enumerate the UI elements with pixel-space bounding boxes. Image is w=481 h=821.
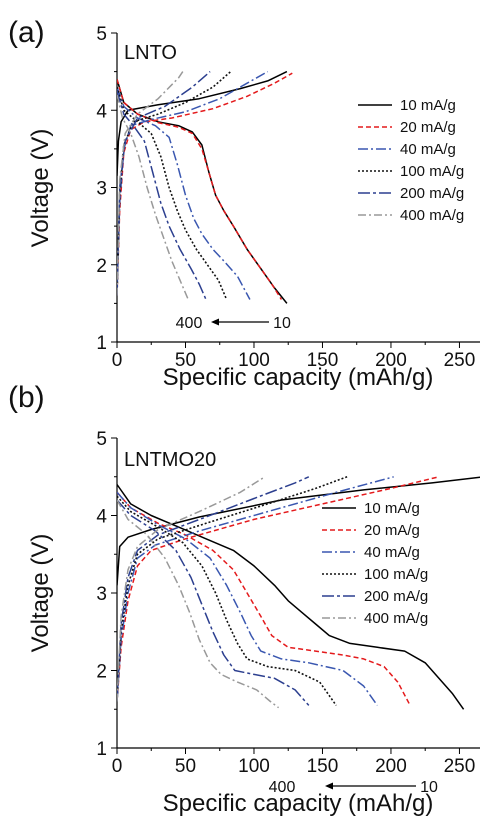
legend-entry: 100 mA/g: [364, 566, 428, 583]
y-tick-label: 5: [96, 24, 107, 45]
x-tick-label: 50: [175, 350, 196, 371]
y-tick-label: 3: [96, 584, 107, 605]
series-line-10mAg-charge: [117, 70, 288, 176]
series-line-100mAg-discharge: [117, 86, 228, 300]
legend-entry: 20 mA/g: [400, 119, 456, 136]
y-axis-title: Voltage (V): [27, 534, 54, 653]
y-tick-label: 1: [96, 739, 107, 760]
series-line-100mAg-charge: [117, 70, 232, 296]
series-line-40mAg-discharge: [117, 491, 378, 706]
sample-label: LNTO: [124, 42, 177, 64]
legend-entry: 40 mA/g: [364, 544, 420, 561]
panel-label: (a): [8, 16, 45, 49]
series-line-10mAg-discharge: [117, 484, 465, 710]
legend-entry: 20 mA/g: [364, 522, 420, 539]
series-line-20mAg-charge: [117, 476, 440, 702]
series-line-100mAg-charge: [117, 476, 348, 702]
y-tick-label: 2: [96, 256, 107, 277]
y-tick-label: 2: [96, 662, 107, 683]
series-line-400mAg-discharge: [117, 94, 189, 300]
x-tick-label: 100: [238, 756, 270, 777]
series-line-200mAg-charge: [117, 476, 310, 702]
plot-area: [117, 70, 293, 304]
rate-arrow-head: [325, 782, 333, 790]
legend-entry: 40 mA/g: [400, 141, 456, 158]
rate-arrow-head: [211, 318, 219, 326]
legend-entry: 10 mA/g: [364, 500, 420, 517]
series-line-10mAg-charge: [117, 476, 480, 586]
plot-area: [117, 476, 480, 710]
legend-entry: 200 mA/g: [364, 588, 428, 605]
sample-label: LNTMO20: [124, 449, 216, 471]
x-axis-title: Specific capacity (mAh/g): [163, 364, 434, 391]
series-line-20mAg-discharge: [117, 79, 283, 300]
series-line-400mAg-discharge: [117, 499, 280, 709]
panel-label: (b): [8, 381, 45, 414]
series-line-100mAg-discharge: [117, 495, 337, 706]
y-tick-label: 4: [96, 507, 107, 528]
legend-entry: 200 mA/g: [400, 185, 464, 202]
y-tick-label: 5: [96, 429, 107, 450]
y-tick-label: 4: [96, 101, 107, 122]
series-line-40mAg-charge: [117, 476, 394, 702]
y-tick-label: 1: [96, 333, 107, 354]
arrow-label-right: 10: [420, 779, 438, 796]
series-line-400mAg-charge: [117, 476, 266, 702]
series-line-200mAg-discharge: [117, 90, 207, 300]
x-tick-label: 200: [375, 350, 407, 371]
x-tick-label: 0: [112, 350, 123, 371]
x-tick-label: 250: [444, 756, 476, 777]
x-tick-label: 100: [238, 350, 270, 371]
x-tick-label: 250: [444, 350, 476, 371]
arrow-label-right: 10: [273, 315, 291, 332]
legend-entry: 400 mA/g: [400, 207, 464, 224]
arrow-label-left: 400: [176, 315, 203, 332]
legend-entry: 400 mA/g: [364, 610, 428, 627]
x-tick-label: 200: [375, 756, 407, 777]
x-tick-label: 150: [307, 756, 339, 777]
legend-entry: 100 mA/g: [400, 163, 464, 180]
series-line-10mAg-discharge: [117, 79, 288, 304]
series-line-200mAg-charge: [117, 71, 211, 296]
x-axis-title: Specific capacity (mAh/g): [163, 790, 434, 817]
x-tick-label: 150: [307, 350, 339, 371]
x-tick-label: 50: [175, 756, 196, 777]
y-tick-label: 3: [96, 179, 107, 200]
legend-entry: 10 mA/g: [400, 97, 456, 114]
x-tick-label: 0: [112, 756, 123, 777]
series-line-400mAg-charge: [117, 71, 184, 296]
series-line-40mAg-discharge: [117, 86, 251, 300]
y-axis-title: Voltage (V): [27, 129, 54, 248]
arrow-label-left: 400: [269, 779, 296, 796]
series-line-40mAg-charge: [117, 70, 269, 296]
